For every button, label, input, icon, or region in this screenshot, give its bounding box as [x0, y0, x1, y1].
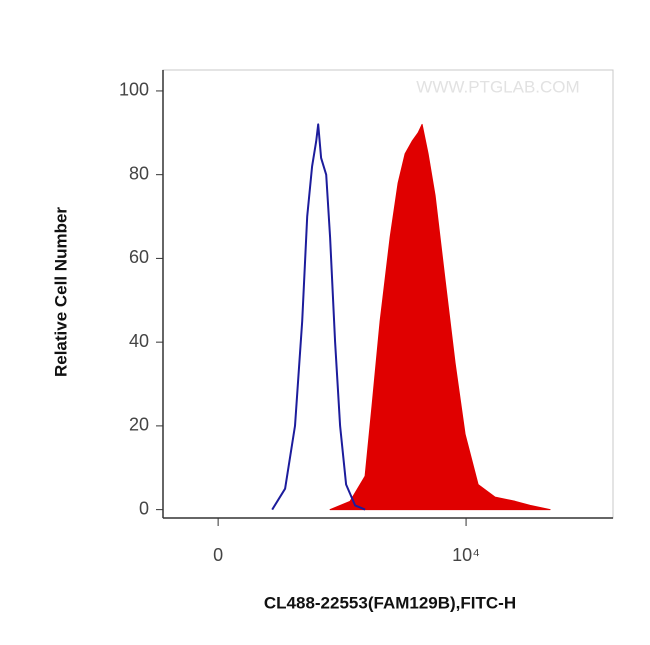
histogram-line: [271, 123, 366, 511]
y-tick-label: 100: [119, 80, 149, 100]
y-axis-title: Relative Cell Number: [51, 207, 70, 377]
y-tick-label: 20: [129, 415, 149, 435]
watermark: WWW.PTGLAB.COM: [416, 77, 579, 96]
x-tick-label: 0: [213, 545, 223, 565]
y-tick-label: 40: [129, 331, 149, 351]
x-tick-label: 10⁴: [452, 545, 480, 565]
histogram-area: [329, 123, 551, 511]
x-axis-title: CL488-22553(FAM129B),FITC-H: [264, 593, 516, 612]
y-tick-label: 0: [139, 498, 149, 518]
y-tick-label: 80: [129, 163, 149, 183]
y-tick-label: 60: [129, 247, 149, 267]
